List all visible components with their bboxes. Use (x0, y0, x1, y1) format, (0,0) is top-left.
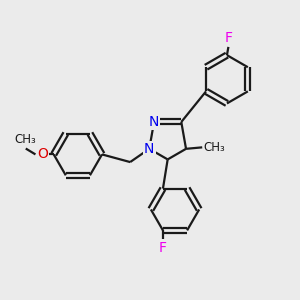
Text: CH₃: CH₃ (14, 133, 36, 146)
Text: O: O (37, 147, 48, 161)
Text: F: F (224, 31, 232, 45)
Text: N: N (149, 115, 159, 129)
Text: CH₃: CH₃ (204, 141, 225, 154)
Text: F: F (159, 241, 167, 255)
Text: N: N (144, 142, 154, 156)
